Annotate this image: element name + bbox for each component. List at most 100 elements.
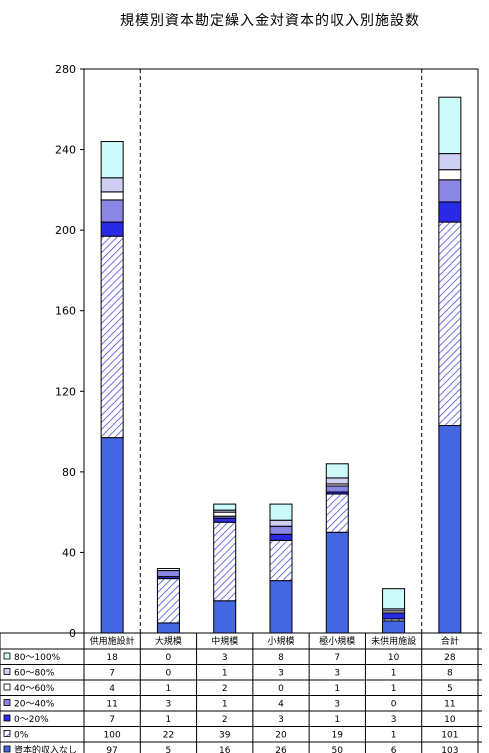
bar-segment (213, 517, 237, 523)
bar-segment (269, 503, 293, 521)
data-cell: 1 (222, 700, 228, 710)
data-cell: 3 (334, 700, 340, 710)
bar-segment (156, 568, 180, 572)
data-cell: 19 (332, 731, 344, 741)
bar-segment (438, 153, 462, 171)
data-cell: 7 (334, 653, 340, 663)
bar-segment (382, 612, 406, 620)
bar-segment (100, 177, 124, 193)
y-tick-label: 40 (62, 546, 76, 559)
data-cell: 2 (222, 684, 228, 694)
data-cell: 3 (222, 653, 228, 663)
y-tick-label: 280 (55, 63, 76, 76)
data-cell: 4 (278, 700, 284, 710)
legend-swatch (3, 652, 11, 660)
bar-segment (156, 570, 180, 578)
legend-swatch (3, 745, 11, 753)
bar-segment (269, 519, 293, 527)
bar-segment (325, 493, 349, 533)
y-tick-label: 160 (55, 305, 76, 318)
bar-segment (100, 199, 124, 223)
data-cell: 100 (104, 731, 121, 741)
bar-segment (325, 463, 349, 479)
data-cell: 1 (334, 715, 340, 725)
y-tick-label: 200 (55, 224, 76, 237)
legend-label: 資本的収入なし (14, 744, 77, 753)
bar-segment (213, 521, 237, 602)
data-cell: 3 (166, 700, 172, 710)
data-cell: 101 (441, 731, 458, 741)
bar-segment (269, 580, 293, 634)
data-cell: 3 (278, 669, 284, 679)
bar-segment (100, 235, 124, 439)
data-cell: 18 (106, 653, 118, 663)
data-cell: 8 (278, 653, 284, 663)
category-label: 大規模 (155, 635, 182, 647)
category-label: 未供用施設 (371, 635, 416, 647)
bar-segment (100, 191, 124, 201)
data-cell: 11 (106, 700, 117, 710)
legend-label: 60～80% (14, 669, 55, 679)
data-cell: 1 (222, 669, 228, 679)
category-label: 極小規模 (319, 635, 355, 647)
legend-swatch (3, 714, 11, 722)
data-cell: 5 (166, 746, 172, 753)
bar-segment (213, 600, 237, 634)
legend-swatch (3, 668, 11, 675)
bar-segment (325, 477, 349, 485)
data-cell: 22 (163, 731, 174, 741)
data-cell: 103 (441, 746, 458, 753)
bar-segment (382, 620, 406, 634)
bar-segment (438, 179, 462, 203)
data-cell: 6 (391, 746, 397, 753)
data-cell: 1 (391, 731, 397, 741)
data-cell: 97 (106, 746, 117, 753)
bar-segment (213, 503, 237, 511)
legend-label: 0% (14, 731, 29, 741)
data-cell: 16 (219, 746, 231, 753)
data-cell: 7 (109, 715, 115, 725)
bar-segment (100, 437, 124, 634)
bar-segment (269, 533, 293, 541)
data-cell: 1 (166, 684, 172, 694)
y-tick-label: 120 (55, 385, 76, 398)
data-cell: 3 (278, 715, 284, 725)
data-cell: 20 (275, 731, 287, 741)
legend-label: 0～20% (14, 715, 49, 725)
data-cell: 2 (222, 715, 228, 725)
data-cell: 3 (391, 715, 397, 725)
y-tick-label: 80 (62, 466, 76, 479)
bar-segment (438, 221, 462, 427)
data-cell: 8 (447, 669, 453, 679)
bar-segment (438, 169, 462, 181)
bar-segment (438, 96, 462, 155)
data-cell: 26 (275, 746, 287, 753)
bar-segment (269, 525, 293, 535)
data-cell: 0 (391, 700, 397, 710)
chart-title: 規模別資本勘定繰入金対資本的収入別施設数 (120, 13, 420, 29)
data-cell: 7 (109, 669, 115, 679)
data-cell: 1 (391, 669, 397, 679)
bar-segment (213, 511, 237, 517)
category-label: 供用施設計 (90, 635, 135, 647)
bar-segment (325, 531, 349, 634)
bar-segment (325, 485, 349, 493)
legend-label: 40～60% (14, 684, 55, 694)
data-cell: 1 (334, 684, 340, 694)
data-cell: 0 (166, 653, 172, 663)
bar-segment (382, 588, 406, 610)
legend-swatch (3, 683, 11, 691)
legend-swatch (3, 730, 11, 737)
data-cell: 1 (166, 715, 172, 725)
category-label: 小規模 (267, 636, 294, 647)
data-cell: 10 (388, 653, 400, 663)
data-cell: 5 (447, 684, 453, 694)
data-cell: 0 (278, 684, 284, 694)
data-cell: 39 (219, 731, 231, 741)
bar-segment (438, 201, 462, 223)
category-label: 中規模 (211, 635, 238, 647)
data-cell: 0 (166, 669, 172, 679)
bar-segment (156, 578, 180, 624)
category-label: 合計 (441, 635, 459, 647)
